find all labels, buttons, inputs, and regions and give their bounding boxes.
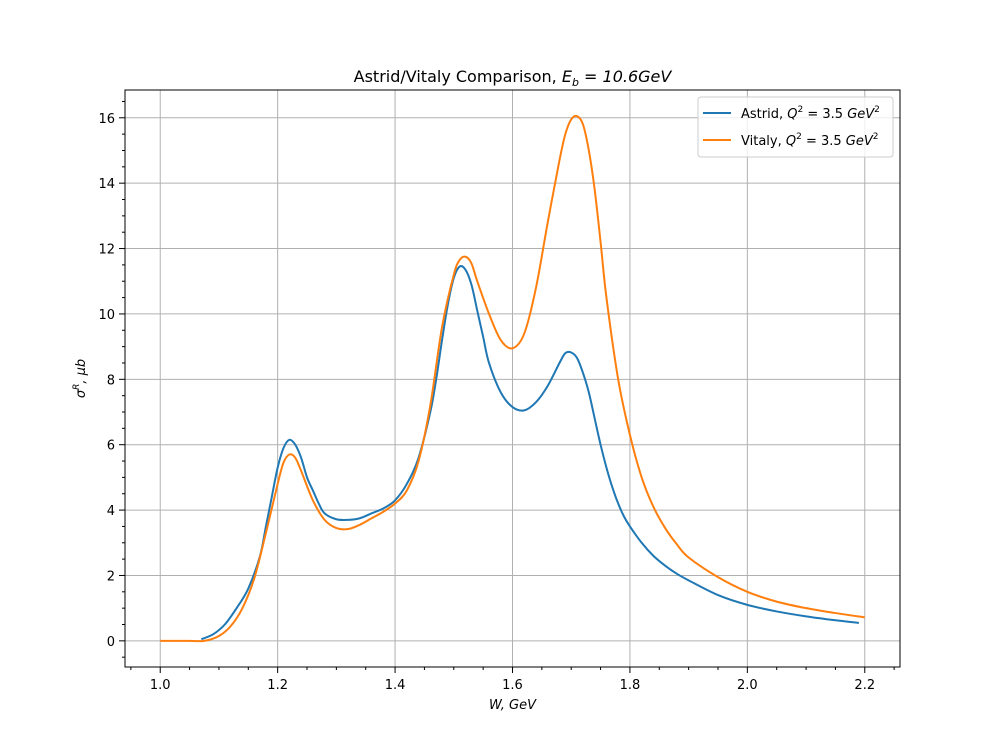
legend-label-part: Astrid, [741,107,787,122]
legend-label-part: Vitaly, [741,134,786,149]
x-tick-label: 2.2 [854,678,875,693]
series-line-vitaly [160,114,865,643]
legend-label: Vitaly, Q2 = 3.5 GeV2 [741,132,879,149]
chart-title: Astrid/Vitaly Comparison, Eb = 10.6GeV [354,67,673,89]
legend-label-part: = 3.5 [803,107,847,122]
y-axis-label-unit: , μb [74,359,89,384]
legend-label-part: Q [787,107,797,122]
chart-title-main: Astrid/Vitaly Comparison, [354,67,562,86]
legend-label-part: GeV [846,134,874,149]
y-tick-label: 16 [98,112,115,127]
legend-label-part: 2 [796,132,802,142]
x-tick-label: 1.2 [267,678,288,693]
x-tick-label: 1.6 [502,678,523,693]
x-tick-label: 1.0 [150,678,171,693]
chart-title-symbol: E [562,67,573,86]
chart-title-value: = 10.6GeV [579,67,672,86]
y-tick-label: 8 [107,373,115,388]
y-tick-label: 6 [107,439,115,454]
plot-series [160,114,865,643]
y-tick-label: 0 [107,635,115,650]
legend-label-part: GeV [847,107,875,122]
x-tick-label: 2.0 [737,678,758,693]
x-tick-label: 1.4 [385,678,406,693]
y-axis-label: σR, μb [72,359,89,398]
y-tick-label: 2 [107,569,115,584]
x-tick-label: 1.8 [620,678,641,693]
x-axis-label: W, GeV [489,698,537,713]
legend-label-part: 2 [874,105,880,115]
legend-label-part: Q [786,134,796,149]
legend-label-part: = 3.5 [802,134,846,149]
y-tick-label: 10 [98,308,115,323]
y-tick-label: 12 [98,243,115,258]
legend-label-part: 2 [797,105,803,115]
chart-title-subscript: b [572,76,579,89]
legend-label: Astrid, Q2 = 3.5 GeV2 [741,105,880,122]
y-tick-label: 14 [98,177,115,192]
legend-label-part: 2 [873,132,879,142]
y-axis-label-superscript: R [72,384,82,390]
y-tick-label: 4 [107,504,115,519]
grid [125,90,900,667]
axis-ticks: 1.0 1.2 1.4 1.6 1.8 2.0 2.2 0 2 4 6 8 10 12 14 16 [98,100,895,693]
legend-box [697,96,894,158]
series-line-astrid [200,265,860,641]
y-axis-label-symbol: σ [74,389,89,398]
